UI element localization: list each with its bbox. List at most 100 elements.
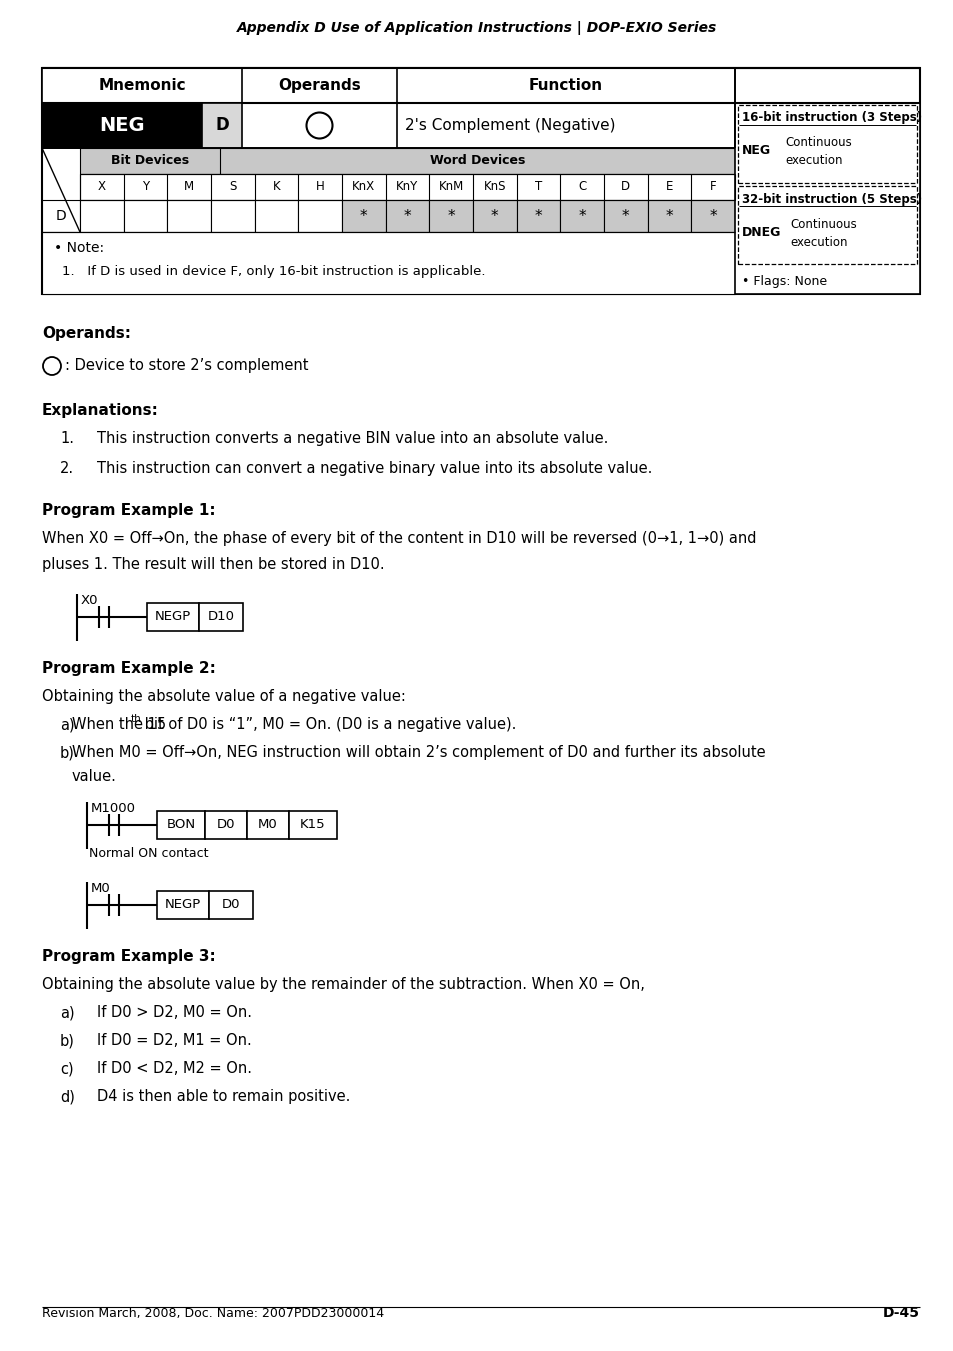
Bar [734,103,919,295]
Text: T: T [535,181,541,193]
Text: D0: D0 [221,898,240,912]
Text: bit of D0 is “1”, M0 = On. (D0 is a negative value).: bit of D0 is “1”, M0 = On. (D0 is a nega… [140,717,516,732]
Text: Continuous: Continuous [784,136,851,150]
Text: KnY: KnY [395,181,418,193]
Text: M0: M0 [91,882,111,894]
Text: Operands:: Operands: [42,326,131,340]
Bar [157,811,205,839]
Text: X: X [98,181,106,193]
Text: a): a) [60,717,74,732]
Bar [42,68,734,103]
Text: 2's Complement (Negative): 2's Complement (Negative) [405,118,615,132]
Bar [205,811,247,839]
Text: 2.: 2. [60,461,74,476]
Text: KnM: KnM [438,181,463,193]
Text: Bit Devices: Bit Devices [111,154,189,168]
Text: C: C [578,181,586,193]
Text: DNEG: DNEG [741,226,781,239]
Text: *: * [359,208,367,223]
Text: Obtaining the absolute value of a negative value:: Obtaining the absolute value of a negati… [42,689,405,704]
Text: D4 is then able to remain positive.: D4 is then able to remain positive. [97,1089,350,1104]
Text: : Device to store 2’s complement: : Device to store 2’s complement [65,358,308,373]
Text: Program Example 3:: Program Example 3: [42,948,215,965]
Text: Appendix D Use of Application Instructions | DOP-EXIO Series: Appendix D Use of Application Instructio… [236,22,717,35]
Bar [559,200,603,232]
Text: H: H [315,181,324,193]
Bar [147,603,199,631]
Text: *: * [403,208,411,223]
Text: th: th [131,713,142,724]
Text: Mnemonic: Mnemonic [98,78,186,93]
Text: Function: Function [528,78,602,93]
Text: NEGP: NEGP [165,898,201,912]
Text: 1.: 1. [60,431,74,446]
Bar [80,149,734,174]
Text: *: * [709,208,717,223]
Text: Program Example 1:: Program Example 1: [42,503,215,517]
Bar [647,200,691,232]
Bar [254,200,298,232]
Text: *: * [621,208,629,223]
Text: • Flags: None: • Flags: None [741,276,826,289]
Bar [202,103,242,149]
Text: K15: K15 [300,819,326,831]
Bar [42,103,734,149]
Text: This instruction can convert a negative binary value into its absolute value.: This instruction can convert a negative … [97,461,652,476]
Bar [738,105,916,182]
Text: If D0 > D2, M0 = On.: If D0 > D2, M0 = On. [97,1005,252,1020]
Text: D0: D0 [216,819,235,831]
Text: When the 15: When the 15 [71,717,166,732]
Bar [209,892,253,919]
Text: When X0 = Off→On, the phase of every bit of the content in D10 will be reversed : When X0 = Off→On, the phase of every bit… [42,531,756,546]
Text: Program Example 2:: Program Example 2: [42,661,215,676]
Bar [473,200,517,232]
Text: If D0 < D2, M2 = On.: If D0 < D2, M2 = On. [97,1061,252,1075]
Text: When M0 = Off→On, NEG instruction will obtain 2’s complement of D0 and further i: When M0 = Off→On, NEG instruction will o… [71,744,765,761]
Bar [603,200,647,232]
Text: a): a) [60,1005,74,1020]
Text: NEGP: NEGP [154,611,191,624]
Bar [341,200,385,232]
Text: Normal ON contact: Normal ON contact [89,847,209,861]
Bar [157,892,209,919]
Bar [738,186,916,263]
Text: pluses 1. The result will then be stored in D10.: pluses 1. The result will then be stored… [42,557,384,571]
Text: NEG: NEG [99,116,145,135]
Text: NEG: NEG [741,145,770,158]
Bar [298,200,341,232]
Text: Explanations:: Explanations: [42,403,159,417]
Bar [247,811,289,839]
Text: *: * [534,208,541,223]
Text: d): d) [60,1089,74,1104]
Bar [289,811,336,839]
Bar [80,200,124,232]
Bar [199,603,243,631]
Bar [42,68,919,295]
Text: M1000: M1000 [91,802,136,815]
Text: D: D [214,116,229,135]
Text: D: D [55,209,67,223]
Text: *: * [491,208,498,223]
Text: E: E [665,181,673,193]
Text: M0: M0 [258,819,277,831]
Text: X0: X0 [81,594,98,607]
Text: value.: value. [71,769,117,784]
Bar [211,200,254,232]
Bar [167,200,211,232]
Bar [691,200,734,232]
Text: *: * [578,208,585,223]
Text: D10: D10 [208,611,234,624]
Text: M: M [184,181,194,193]
Text: b): b) [60,1034,74,1048]
Text: 16-bit instruction (3 Steps): 16-bit instruction (3 Steps) [741,112,922,124]
Text: Continuous: Continuous [789,218,856,231]
Text: Revision March, 2008, Doc. Name: 2007PDD23000014: Revision March, 2008, Doc. Name: 2007PDD… [42,1306,384,1320]
Text: If D0 = D2, M1 = On.: If D0 = D2, M1 = On. [97,1034,252,1048]
Text: *: * [447,208,455,223]
Text: Y: Y [142,181,149,193]
Text: 32-bit instruction (5 Steps): 32-bit instruction (5 Steps) [741,192,922,205]
Text: KnX: KnX [352,181,375,193]
Text: This instruction converts a negative BIN value into an absolute value.: This instruction converts a negative BIN… [97,431,608,446]
Bar [385,200,429,232]
Text: execution: execution [789,235,846,249]
